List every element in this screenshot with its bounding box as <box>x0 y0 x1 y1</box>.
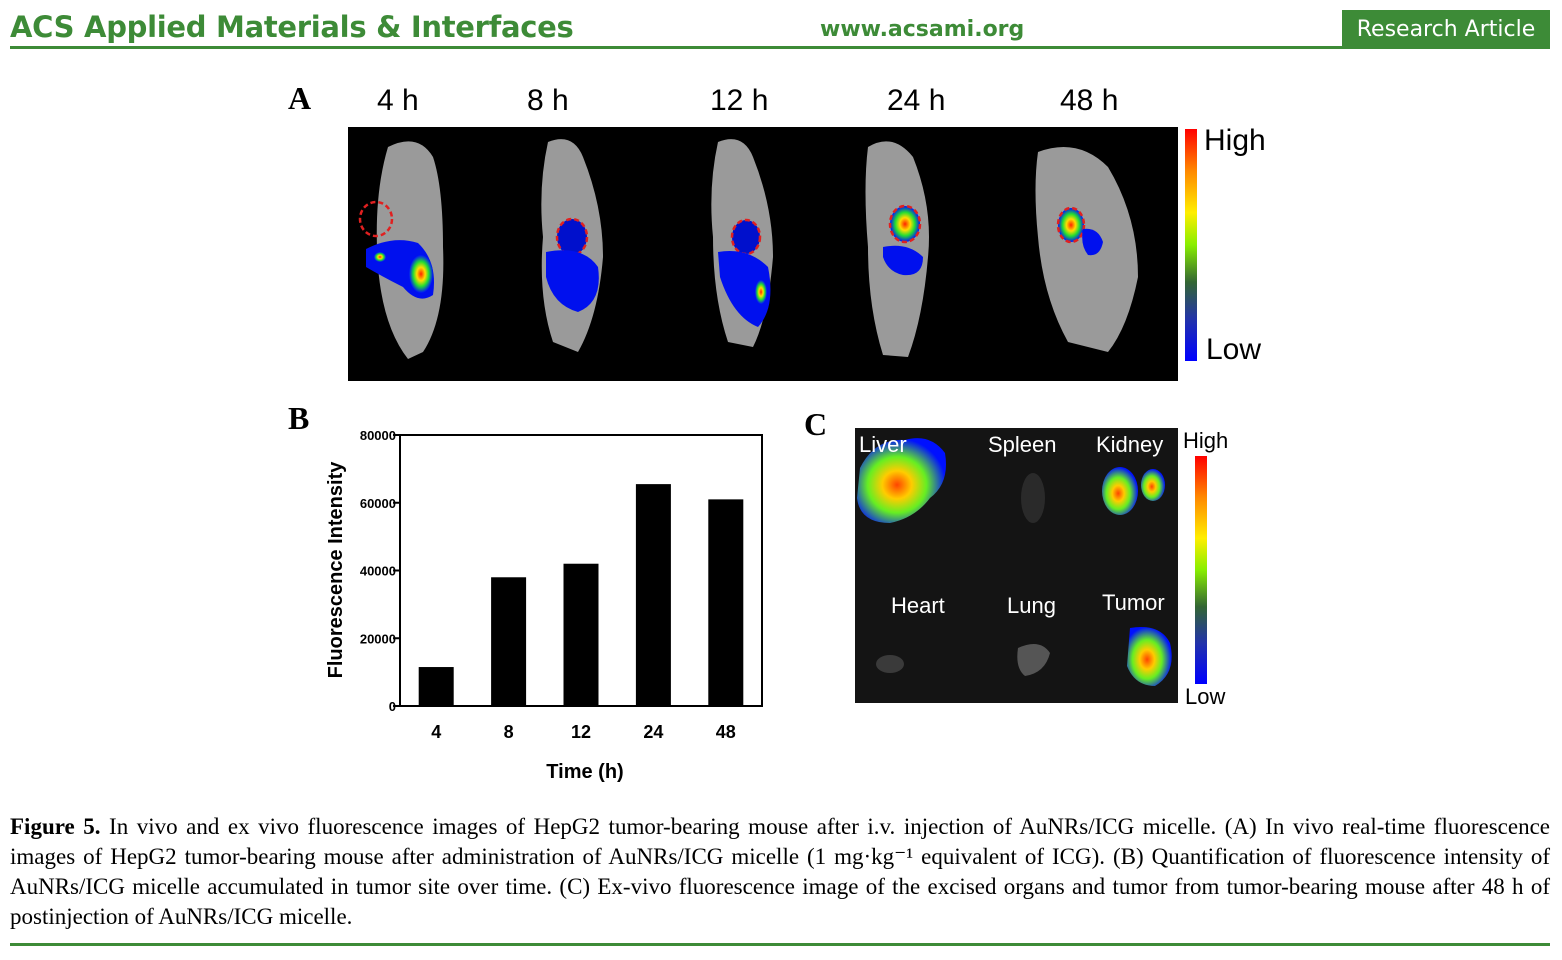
time-label: 8 h <box>527 84 569 117</box>
ex-vivo-fluorescence-image: Liver Spleen Kidney Heart Lung Tumor <box>855 428 1178 703</box>
panel-b-letter: B <box>288 400 310 436</box>
figure-caption: Figure 5. In vivo and ex vivo fluorescen… <box>10 812 1550 932</box>
organ-label: Lung <box>1007 593 1056 618</box>
organ-label: Liver <box>859 432 907 457</box>
caption-text: In vivo and ex vivo fluorescence images … <box>10 814 1551 929</box>
time-label: 4 h <box>377 84 419 117</box>
mouse-48h <box>1035 147 1138 352</box>
bar <box>563 563 599 706</box>
bar <box>491 577 527 706</box>
organ-label: Tumor <box>1102 590 1165 615</box>
colorbar-low-label: Low <box>1185 684 1226 709</box>
x-tick-label: 12 <box>571 722 591 742</box>
mouse-12h <box>711 139 773 347</box>
y-tick-label: 20000 <box>360 631 396 646</box>
heart-organ <box>876 655 904 673</box>
kidney-signal <box>1141 469 1165 501</box>
colorbar-c <box>1195 456 1207 684</box>
bar <box>708 499 744 706</box>
x-tick-label: 4 <box>431 722 441 742</box>
journal-url[interactable]: www.acsami.org <box>820 17 1025 42</box>
y-tick-label: 0 <box>389 699 396 714</box>
y-tick-label: 40000 <box>360 564 396 579</box>
panel-c-letter: C <box>804 406 828 442</box>
colorbar-high-label: High <box>1183 428 1229 453</box>
colorbar-low-label: Low <box>1206 333 1262 366</box>
caption-label: Figure 5. <box>10 814 101 839</box>
mouse-8h <box>541 139 603 352</box>
mouse-4h <box>358 141 444 359</box>
lung-organ <box>1017 644 1050 676</box>
header-rule <box>10 46 1550 49</box>
organ-label: Kidney <box>1096 432 1164 457</box>
organ-label: Heart <box>891 593 945 618</box>
tumor-signal <box>1127 627 1172 686</box>
y-axis-label: Fluorescence Intensity <box>325 461 347 679</box>
footer-rule <box>10 943 1550 946</box>
bar <box>635 484 671 706</box>
colorbar-high-label: High <box>1204 124 1266 157</box>
in-vivo-fluorescence-image <box>348 127 1178 381</box>
journal-title: ACS Applied Materials & Interfaces <box>10 10 574 44</box>
spleen-organ <box>1021 473 1045 523</box>
y-tick-label: 80000 <box>360 428 396 443</box>
panel-a-letter: A <box>288 80 312 116</box>
time-label: 12 h <box>710 84 769 117</box>
article-type-badge: Research Article <box>1342 10 1550 47</box>
bar <box>418 667 454 706</box>
y-tick-label: 60000 <box>360 496 396 511</box>
time-label: 24 h <box>887 84 946 117</box>
liver-signal <box>857 438 946 523</box>
x-tick-label: 48 <box>716 722 736 742</box>
time-label: 48 h <box>1060 84 1119 117</box>
x-tick-label: 24 <box>643 722 663 742</box>
colorbar-a <box>1185 129 1197 361</box>
kidney-signal <box>1102 467 1138 515</box>
organ-label: Spleen <box>988 432 1057 457</box>
x-axis-label: Time (h) <box>546 761 623 783</box>
mouse-24h <box>865 141 929 357</box>
x-tick-label: 8 <box>504 722 514 742</box>
